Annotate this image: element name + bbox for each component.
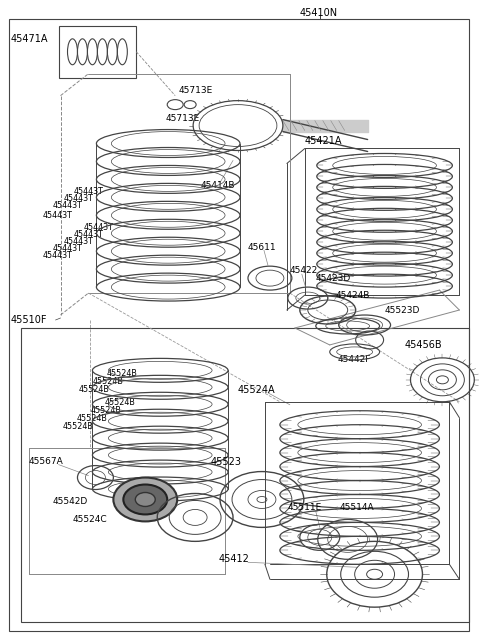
Text: 45443T: 45443T: [43, 251, 72, 260]
Text: 45713E: 45713E: [178, 86, 213, 95]
Text: 45524C: 45524C: [72, 515, 107, 524]
Text: 45443T: 45443T: [84, 223, 113, 232]
Text: 45443T: 45443T: [43, 211, 72, 220]
Text: 45443T: 45443T: [73, 187, 103, 196]
Ellipse shape: [135, 493, 155, 506]
Text: 45511E: 45511E: [288, 503, 322, 512]
Text: 45611: 45611: [248, 243, 276, 252]
Text: 45524B: 45524B: [93, 378, 123, 387]
Text: 45443T: 45443T: [73, 230, 103, 239]
Text: 45471A: 45471A: [11, 34, 48, 44]
Text: 45514A: 45514A: [340, 503, 374, 512]
Text: 45423D: 45423D: [316, 274, 351, 283]
Text: 45523D: 45523D: [384, 305, 420, 314]
Text: 45524B: 45524B: [62, 422, 94, 431]
Text: 45412: 45412: [218, 554, 249, 564]
Text: 45524B: 45524B: [78, 385, 109, 394]
Text: 45443T: 45443T: [52, 244, 83, 253]
Text: 45422: 45422: [290, 266, 318, 275]
Text: 45524B: 45524B: [76, 414, 108, 423]
Text: 45443T: 45443T: [52, 201, 83, 210]
Text: 45524A: 45524A: [238, 385, 276, 395]
Text: 45443T: 45443T: [63, 194, 94, 203]
Text: 45414B: 45414B: [200, 181, 235, 190]
Text: 45510F: 45510F: [11, 315, 47, 325]
Text: 45443T: 45443T: [63, 237, 94, 246]
Bar: [21, 328, 469, 622]
Text: 45567A: 45567A: [29, 457, 63, 466]
Text: 45410N: 45410N: [300, 8, 338, 18]
Text: 45542D: 45542D: [52, 497, 88, 506]
Ellipse shape: [113, 477, 177, 522]
Text: 45421A: 45421A: [305, 136, 342, 145]
Text: 45524B: 45524B: [107, 369, 137, 378]
Text: 45524B: 45524B: [90, 406, 121, 415]
Text: 45713E: 45713E: [165, 114, 200, 123]
Bar: [59, 26, 136, 77]
Text: 45524B: 45524B: [104, 398, 135, 407]
Text: 45424B: 45424B: [336, 291, 370, 300]
Text: 45523: 45523: [210, 456, 241, 467]
Text: 45456B: 45456B: [405, 340, 442, 350]
Text: 45442F: 45442F: [338, 355, 371, 364]
Ellipse shape: [123, 484, 167, 515]
